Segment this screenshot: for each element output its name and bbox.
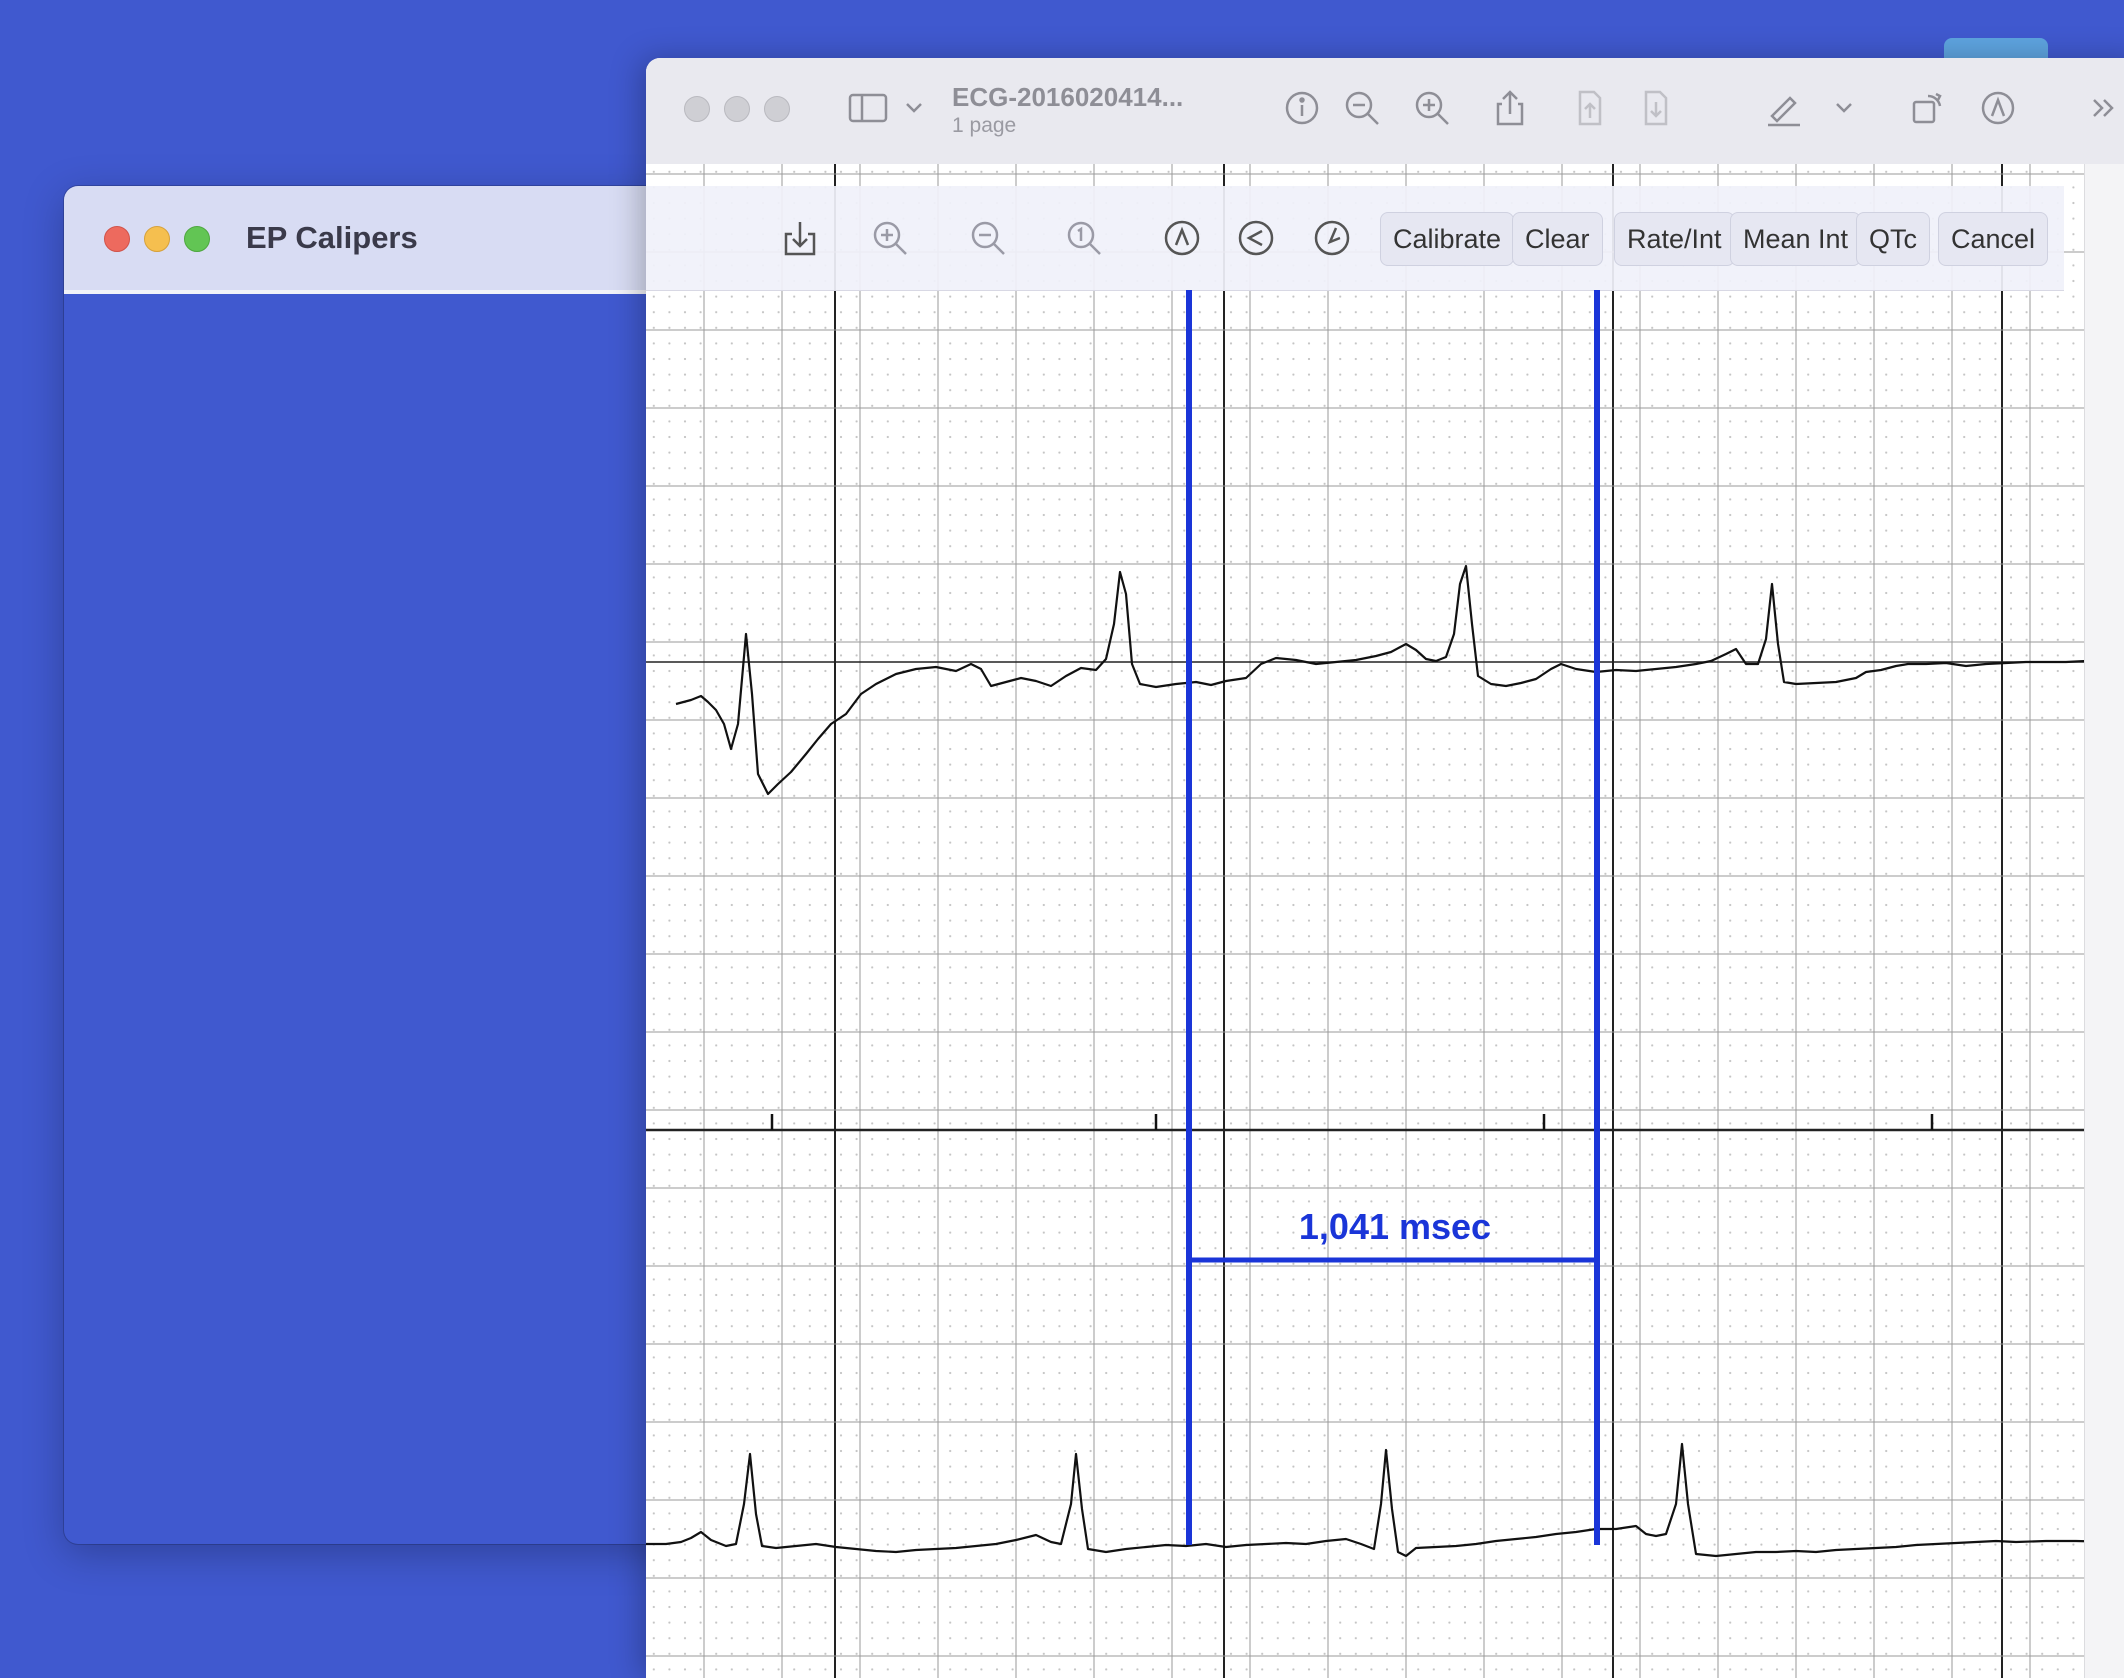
page-count: 1 page	[952, 114, 1017, 137]
ep-calipers-window: EP Calipers	[64, 186, 724, 1544]
minimize-button[interactable]	[724, 96, 750, 122]
share-icon[interactable]	[1488, 86, 1532, 130]
markup-icon[interactable]	[1976, 86, 2020, 130]
zoom-in-icon[interactable]	[866, 214, 914, 262]
sidebar-icon[interactable]	[846, 86, 890, 130]
calipers-toolbar: Calibrate Clear Rate/Int Mean Int QTc Ca…	[646, 186, 2064, 291]
actual-size-icon[interactable]	[1060, 214, 1108, 262]
page-up-icon[interactable]	[1568, 86, 1612, 130]
ecg-strip	[646, 164, 2124, 1678]
more-icon[interactable]	[2086, 86, 2124, 130]
minimize-button[interactable]	[144, 226, 170, 252]
window-title: EP Calipers	[246, 220, 418, 255]
preview-window: ECG-2016020414... 1 page	[646, 58, 2124, 1678]
page-down-icon[interactable]	[1634, 86, 1678, 130]
info-icon[interactable]	[1280, 86, 1324, 130]
amplitude-caliper-icon[interactable]	[1232, 214, 1280, 262]
rotate-icon[interactable]	[1906, 86, 1950, 130]
ep-titlebar: EP Calipers	[64, 186, 724, 294]
rate-int-button[interactable]: Rate/Int	[1614, 212, 1735, 266]
save-icon[interactable]	[776, 214, 824, 262]
zoom-button[interactable]	[184, 226, 210, 252]
zoom-out-icon[interactable]	[1340, 86, 1384, 130]
angle-caliper-icon[interactable]	[1308, 214, 1356, 262]
caliper-measurement-label: 1,041 msec	[1298, 1206, 1492, 1247]
time-caliper-icon[interactable]	[1158, 214, 1206, 262]
zoom-in-icon[interactable]	[1410, 86, 1454, 130]
clear-button[interactable]: Clear	[1512, 212, 1603, 266]
mean-int-button[interactable]: Mean Int	[1730, 212, 1862, 266]
chevron-down-icon[interactable]	[892, 86, 922, 130]
qtc-button[interactable]: QTc	[1856, 212, 1931, 266]
chevron-down-icon[interactable]	[1822, 86, 1852, 130]
calibrate-button[interactable]: Calibrate	[1380, 212, 1515, 266]
document-scroll-area[interactable]	[2084, 164, 2124, 1678]
cancel-button[interactable]: Cancel	[1938, 212, 2049, 266]
preview-titlebar: ECG-2016020414... 1 page	[646, 58, 2124, 165]
zoom-out-icon[interactable]	[964, 214, 1012, 262]
ecg-document[interactable]	[646, 164, 2124, 1678]
document-title: ECG-2016020414...	[952, 82, 1184, 112]
zoom-button[interactable]	[764, 96, 790, 122]
close-button[interactable]	[104, 226, 130, 252]
ecg-lead-2-trace	[646, 1442, 2124, 1558]
close-button[interactable]	[684, 96, 710, 122]
highlight-pen-icon[interactable]	[1762, 86, 1806, 130]
ecg-lead-1-trace	[675, 564, 2124, 796]
